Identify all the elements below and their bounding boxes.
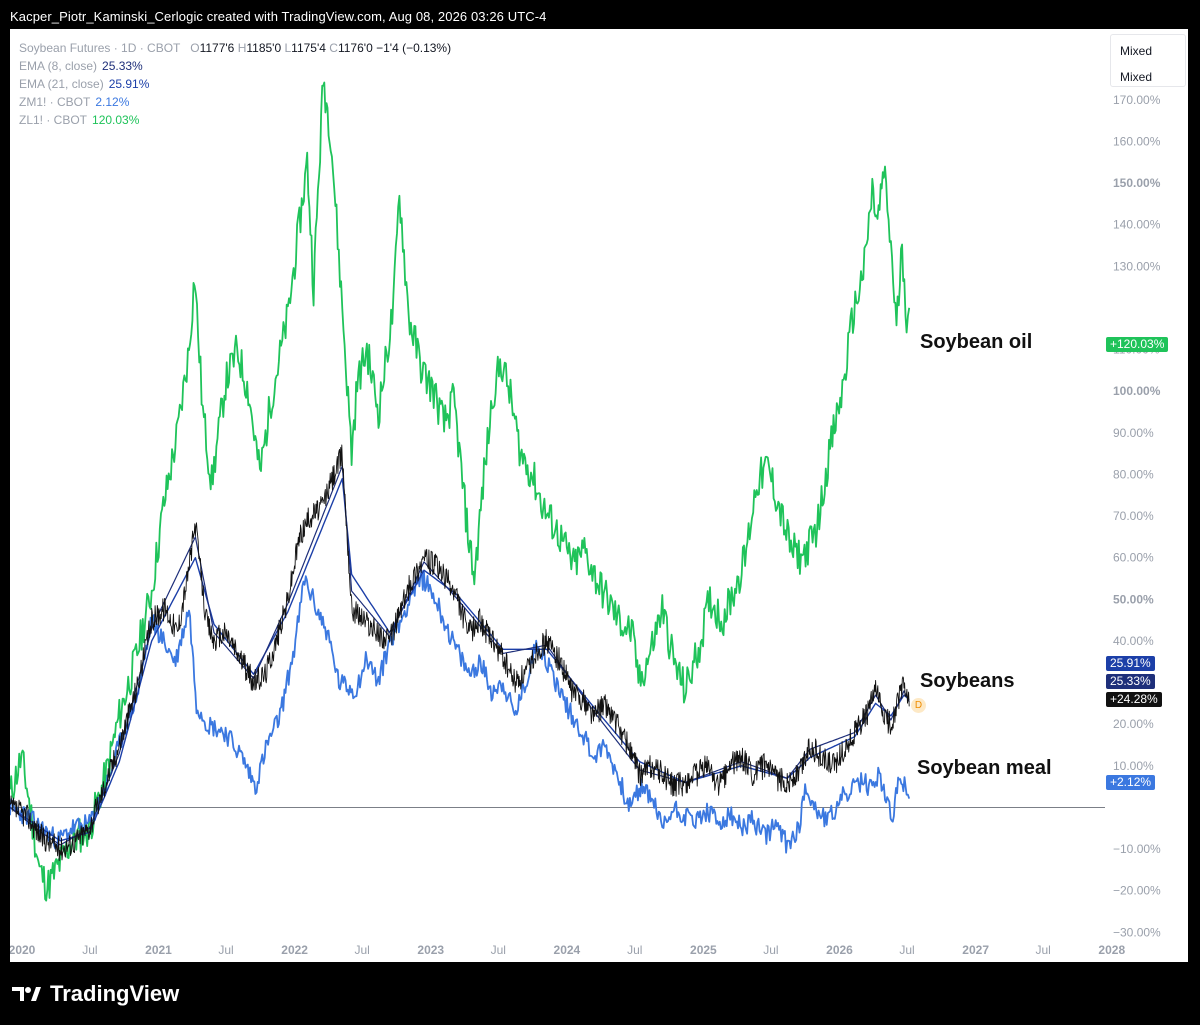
legend-ema8-label: EMA (8, close): [19, 59, 98, 73]
legend-zm-row[interactable]: ZM1! · CBOT 2.12%: [19, 93, 451, 111]
x-tick-label: 2024: [554, 943, 581, 957]
label-soybeans: Soybeans: [920, 670, 1015, 692]
legend-open-label: O: [190, 41, 200, 55]
legend-open-value: 1177'6: [199, 41, 235, 55]
legend-ema8-value: 25.33%: [102, 59, 143, 73]
legend-close-label: C: [329, 41, 338, 55]
y-tick-label: −20.00%: [1113, 884, 1161, 898]
y-tick-label: 170.00%: [1113, 93, 1161, 107]
series-line-beans: [10, 444, 910, 862]
y-tick-label: −10.00%: [1113, 842, 1161, 856]
legend-ema8-row[interactable]: EMA (8, close) 25.33%: [19, 57, 451, 75]
y-tick-label: 20.00%: [1113, 717, 1154, 731]
price-tag-soybeans: +24.28%: [1106, 692, 1162, 707]
legend-zm-value: 2.12%: [95, 95, 130, 109]
series-line-oil: [10, 81, 911, 902]
chart-attribution: Kacper_Piotr_Kaminski_Cerlogic created w…: [10, 9, 547, 24]
x-tick-label: 2027: [962, 943, 989, 957]
y-tick-label: 70.00%: [1113, 509, 1154, 523]
x-tick-label: 2022: [281, 943, 308, 957]
legend-ema21-label: EMA (21, close): [19, 77, 104, 91]
label-soybean-meal: Soybean meal: [917, 757, 1052, 779]
dividend-badge[interactable]: D: [911, 698, 926, 713]
price-tag-ema8: 25.33%: [1106, 674, 1155, 689]
legend-symbol-row[interactable]: Soybean Futures · 1D · CBOT O1177'6 H118…: [19, 39, 451, 57]
tradingview-logo[interactable]: TradingView: [12, 981, 179, 1007]
x-tick-label: 2023: [417, 943, 444, 957]
y-tick-label: 40.00%: [1113, 634, 1154, 648]
y-tick-label: 160.00%: [1113, 134, 1161, 148]
x-tick-label: Jul: [1035, 943, 1050, 957]
x-axis: 2020 Jul 2021 Jul 2022 Jul 2023 Jul 2024 Jul 2025 J…: [10, 943, 1125, 957]
price-tag-oil: +120.03%: [1106, 337, 1169, 352]
tradingview-brand-text: TradingView: [50, 981, 180, 1006]
x-tick-label: Jul: [627, 943, 642, 957]
legend-symbol: Soybean Futures · 1D · CBOT: [19, 41, 181, 55]
legend-ema21-value: 25.91%: [108, 77, 150, 91]
series-line-meal: [10, 569, 911, 854]
scale-mode-box[interactable]: Mixed Mixed: [1110, 34, 1186, 87]
legend-ema21-row[interactable]: EMA (21, close) 25.91%: [19, 75, 451, 93]
label-soybean-oil: Soybean oil: [920, 331, 1033, 353]
x-tick-label: Jul: [82, 943, 97, 957]
x-tick-label: 2028: [1098, 943, 1125, 957]
x-tick-label: 2025: [690, 943, 717, 957]
legend-close-value: 1176'0: [337, 41, 373, 55]
legend-change: −1'4 (−0.13%): [376, 41, 452, 55]
x-tick-label: 2026: [826, 943, 853, 957]
y-tick-label: 100.00%: [1113, 384, 1161, 398]
price-tag-meal: +2.12%: [1106, 775, 1156, 790]
tradingview-logo-icon: [12, 987, 41, 1001]
chart-legend: Soybean Futures · 1D · CBOT O1177'6 H118…: [19, 39, 451, 129]
scale-mode-item[interactable]: Mixed: [1120, 70, 1153, 84]
y-tick-label: 60.00%: [1113, 551, 1154, 565]
x-tick-label: Jul: [218, 943, 233, 957]
x-tick-label: 2021: [145, 943, 172, 957]
price-tag-ema21: 25.91%: [1106, 656, 1155, 671]
x-tick-label: 2020: [10, 943, 36, 957]
y-tick-label: 130.00%: [1113, 259, 1161, 273]
legend-high-value: 1185'0: [246, 41, 282, 55]
y-axis: 180.00%170.00%160.00%150.00%140.00%130.0…: [1113, 51, 1161, 939]
scale-mode-item[interactable]: Mixed: [1120, 44, 1153, 58]
legend-zm-label: ZM1! · CBOT: [19, 95, 91, 109]
x-tick-label: Jul: [491, 943, 506, 957]
y-tick-label: 50.00%: [1113, 592, 1154, 606]
legend-zl-row[interactable]: ZL1! · CBOT 120.03%: [19, 111, 451, 129]
legend-low-value: 1175'4: [291, 41, 326, 55]
legend-zl-label: ZL1! · CBOT: [19, 113, 88, 127]
y-tick-label: 140.00%: [1113, 218, 1161, 232]
legend-low-label: L: [284, 41, 292, 55]
x-tick-label: Jul: [354, 943, 369, 957]
y-tick-label: 150.00%: [1113, 176, 1161, 190]
chart-panel[interactable]: 180.00%170.00%160.00%150.00%140.00%130.0…: [10, 29, 1188, 962]
legend-zl-value: 120.03%: [92, 113, 140, 127]
x-tick-label: Jul: [899, 943, 914, 957]
series-lines: [10, 81, 911, 902]
y-tick-label: 90.00%: [1113, 426, 1154, 440]
y-tick-label: −30.00%: [1113, 925, 1161, 939]
y-tick-label: 10.00%: [1113, 759, 1154, 773]
price-chart[interactable]: 180.00%170.00%160.00%150.00%140.00%130.0…: [10, 29, 1188, 962]
x-tick-label: Jul: [763, 943, 778, 957]
y-tick-label: 80.00%: [1113, 467, 1154, 481]
legend-high-label: H: [237, 41, 247, 55]
